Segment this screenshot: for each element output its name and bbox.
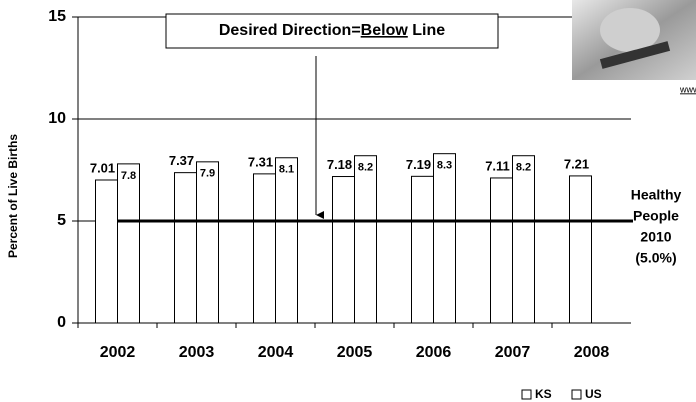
data-label: 8.1 bbox=[279, 164, 294, 176]
data-label: 7.19 bbox=[406, 157, 431, 172]
reference-label: Healthy bbox=[631, 187, 682, 203]
data-label: 7.8 bbox=[121, 170, 136, 182]
x-tick-label: 2008 bbox=[574, 344, 610, 361]
annotation-part: Desired Direction= bbox=[219, 22, 361, 39]
bar bbox=[411, 175, 434, 324]
x-tick-label: 2003 bbox=[179, 344, 215, 361]
image-caption: www bbox=[679, 84, 696, 94]
bar bbox=[512, 155, 535, 324]
data-label: 7.9 bbox=[200, 168, 215, 180]
bar bbox=[569, 175, 592, 324]
data-label: 7.18 bbox=[327, 157, 352, 172]
bar bbox=[253, 173, 276, 324]
annotation-box bbox=[165, 13, 499, 49]
annotation-part: Below bbox=[361, 22, 409, 39]
y-tick-label: 10 bbox=[48, 110, 66, 127]
reference-label: (5.0%) bbox=[635, 250, 676, 266]
legend-label: US bbox=[585, 387, 602, 401]
bar bbox=[196, 161, 219, 324]
legend-swatch bbox=[571, 389, 582, 400]
bar bbox=[95, 179, 118, 324]
x-tick-label: 2005 bbox=[337, 344, 373, 361]
legend-swatch bbox=[521, 389, 532, 400]
bar bbox=[490, 177, 513, 324]
photo-detail bbox=[600, 8, 660, 52]
data-label: 7.01 bbox=[90, 160, 115, 175]
x-tick-label: 2006 bbox=[416, 344, 452, 361]
annotation-part: Line bbox=[408, 22, 445, 39]
reference-label: People bbox=[633, 208, 679, 224]
data-label: 7.21 bbox=[564, 156, 589, 171]
bar bbox=[433, 153, 456, 324]
y-tick-label: 5 bbox=[57, 212, 66, 229]
bar bbox=[354, 155, 377, 324]
y-tick-label: 15 bbox=[48, 8, 66, 25]
bar bbox=[174, 172, 197, 324]
data-label: 7.37 bbox=[169, 153, 194, 168]
legend-label: KS bbox=[535, 387, 552, 401]
x-tick-label: 2002 bbox=[100, 344, 136, 361]
data-label: 7.31 bbox=[248, 154, 273, 169]
annotation: Desired Direction=Below Line bbox=[219, 22, 445, 39]
photo-detail bbox=[599, 41, 671, 69]
x-tick-label: 2004 bbox=[258, 344, 294, 361]
y-tick-label: 0 bbox=[57, 314, 66, 331]
bar bbox=[275, 157, 298, 324]
data-label: 8.2 bbox=[358, 162, 373, 174]
reference-label: 2010 bbox=[640, 229, 671, 245]
x-tick-label: 2007 bbox=[495, 344, 531, 361]
data-label: 8.2 bbox=[516, 162, 531, 174]
data-label: 7.11 bbox=[485, 158, 510, 173]
data-label: 8.3 bbox=[437, 160, 452, 172]
bar bbox=[117, 163, 140, 324]
y-axis-label: Percent of Live Births bbox=[6, 134, 20, 258]
bar bbox=[332, 176, 355, 324]
